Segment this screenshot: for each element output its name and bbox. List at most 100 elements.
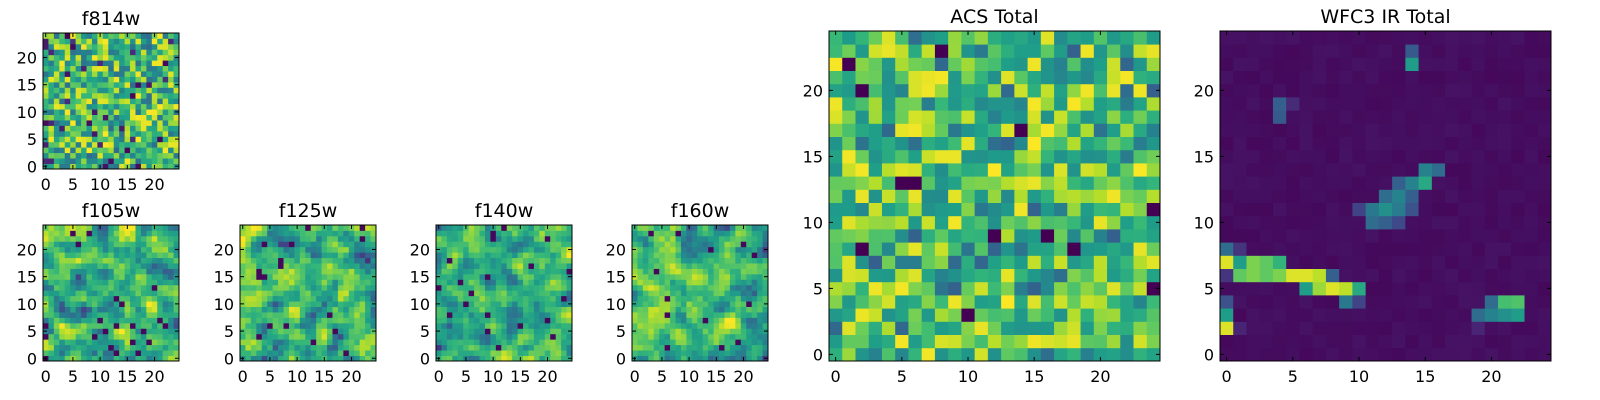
- heatmap-cell: [135, 279, 142, 286]
- heatmap-cell: [479, 284, 486, 291]
- heatmap-cell: [653, 317, 660, 324]
- heatmap-cell: [691, 241, 698, 248]
- heatmap-cell: [441, 230, 448, 237]
- heatmap-cell: [1040, 268, 1055, 283]
- heatmap-cell: [173, 49, 180, 56]
- heatmap-cell: [1246, 149, 1261, 164]
- heatmap-cell: [746, 263, 753, 269]
- heatmap-cell: [64, 103, 71, 110]
- heatmap-cell: [283, 263, 290, 269]
- heatmap-cell: [1093, 136, 1108, 151]
- heatmap-cell: [1272, 123, 1287, 137]
- heatmap-cell: [81, 114, 87, 121]
- heatmap-cell: [113, 230, 120, 237]
- heatmap-cell: [452, 306, 459, 313]
- heatmap-cell: [1040, 308, 1055, 322]
- heatmap-cell: [762, 306, 769, 313]
- heatmap-cell: [53, 60, 60, 67]
- heatmap-cell: [299, 328, 306, 335]
- heatmap-cell: [113, 125, 120, 132]
- heatmap-cell: [555, 312, 562, 318]
- heatmap-cell: [1272, 57, 1287, 71]
- heatmap-cell: [908, 268, 923, 283]
- heatmap-cell: [135, 141, 142, 148]
- heatmap-cell: [91, 241, 98, 248]
- heatmap-cell: [829, 268, 843, 283]
- heatmap-cell: [102, 328, 109, 335]
- heatmap-cell: [1418, 70, 1433, 85]
- heatmap-cell: [533, 333, 540, 340]
- heatmap-cell: [691, 333, 698, 340]
- heatmap-cell: [934, 83, 949, 98]
- heatmap-cell: [240, 268, 246, 275]
- heatmap-cell: [446, 273, 453, 280]
- heatmap-cell: [533, 355, 540, 362]
- heatmap-cell: [484, 235, 491, 242]
- heatmap-cell: [370, 235, 377, 242]
- heatmap-cell: [1233, 202, 1247, 217]
- heatmap-cell: [436, 333, 442, 340]
- heatmap-cell: [70, 49, 77, 56]
- heatmap-cell: [108, 92, 115, 99]
- heatmap-cell: [512, 322, 518, 329]
- heatmap-cell: [70, 295, 77, 302]
- heatmap-cell: [528, 252, 535, 259]
- heatmap-cell: [1120, 149, 1134, 164]
- heatmap-cell: [1352, 281, 1367, 296]
- heatmap-cell: [1458, 202, 1472, 217]
- heatmap-cell: [64, 60, 71, 67]
- heatmap-cell: [135, 163, 142, 170]
- heatmap-cell: [895, 229, 909, 243]
- heatmap-cell: [135, 317, 142, 324]
- heatmap-cell: [1498, 334, 1512, 349]
- heatmap-cell: [1392, 255, 1406, 269]
- heatmap-cell: [961, 149, 976, 164]
- heatmap-cell: [365, 230, 371, 237]
- heatmap-cell: [146, 295, 153, 302]
- heatmap-cell: [119, 230, 125, 237]
- heatmap-cell: [1146, 229, 1161, 243]
- heatmap-cell: [1027, 268, 1042, 283]
- heatmap-cell: [490, 333, 497, 340]
- heatmap-cell: [53, 312, 60, 318]
- heatmap-cell: [1014, 347, 1028, 362]
- heatmap-cell: [1339, 44, 1353, 58]
- heatmap-cell: [261, 317, 268, 324]
- heatmap-cell: [719, 333, 725, 340]
- heatmap-cell: [648, 312, 655, 318]
- heatmap-cell: [135, 60, 142, 67]
- heatmap-cell: [474, 301, 480, 307]
- heatmap-cell: [708, 344, 714, 351]
- heatmap-cell: [97, 158, 104, 164]
- heatmap-cell: [468, 312, 475, 318]
- heatmap-cell: [162, 136, 169, 143]
- heatmap-cell: [1365, 347, 1380, 362]
- heatmap-cell: [757, 225, 763, 231]
- heatmap-cell: [1067, 31, 1081, 45]
- heatmap-cell: [637, 225, 644, 231]
- heatmap-cell: [490, 268, 497, 275]
- heatmap-cell: [642, 290, 649, 297]
- heatmap-cell: [70, 263, 77, 269]
- heatmap-cell: [48, 103, 55, 110]
- heatmap-cell: [637, 230, 644, 237]
- heatmap-cell: [713, 279, 720, 286]
- heatmap-cell: [240, 312, 246, 318]
- heatmap-cell: [1272, 110, 1287, 124]
- heatmap-cell: [1537, 321, 1552, 335]
- heatmap-cell: [140, 109, 147, 115]
- heatmap-cell: [240, 290, 246, 297]
- heatmap-cell: [1405, 97, 1419, 111]
- heatmap-cell: [59, 306, 66, 313]
- heatmap-cell: [70, 109, 77, 115]
- heatmap-cell: [1286, 123, 1300, 137]
- heatmap-cell: [75, 322, 82, 329]
- heatmap-cell: [1537, 149, 1552, 164]
- heatmap-cell: [974, 83, 989, 98]
- heatmap-cell: [59, 273, 66, 280]
- heatmap-cell: [370, 317, 377, 324]
- heatmap-cell: [113, 163, 120, 170]
- heatmap-cell: [474, 252, 480, 259]
- heatmap-cell: [316, 322, 322, 329]
